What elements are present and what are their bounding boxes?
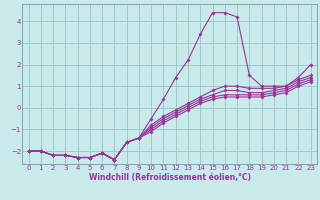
X-axis label: Windchill (Refroidissement éolien,°C): Windchill (Refroidissement éolien,°C) bbox=[89, 173, 251, 182]
